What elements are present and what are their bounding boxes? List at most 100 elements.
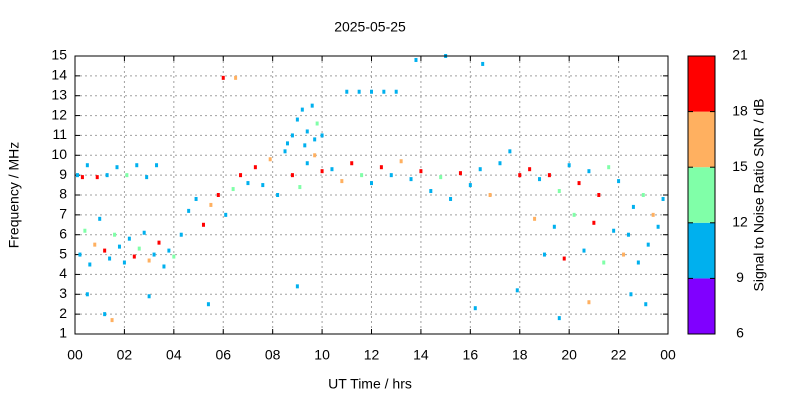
x-tick-label: 04 xyxy=(166,347,182,363)
data-point xyxy=(224,212,228,217)
data-point xyxy=(547,173,551,178)
data-point xyxy=(88,262,92,267)
x-tick-label: 20 xyxy=(561,347,577,363)
data-point xyxy=(340,179,344,184)
data-point xyxy=(379,165,383,170)
data-point xyxy=(641,193,645,197)
data-point xyxy=(300,107,304,112)
data-point xyxy=(162,264,166,269)
data-point xyxy=(122,260,126,265)
y-tick-label: 15 xyxy=(51,47,67,63)
data-point xyxy=(147,294,151,299)
data-point xyxy=(167,248,171,253)
data-point xyxy=(290,173,294,178)
data-point xyxy=(135,163,139,168)
data-point xyxy=(253,165,257,170)
colorbar-tick-label: 9 xyxy=(736,269,744,285)
x-tick-label: 00 xyxy=(660,347,676,363)
y-tick-label: 1 xyxy=(59,325,67,341)
data-point xyxy=(557,189,561,194)
data-point xyxy=(246,181,250,186)
data-point xyxy=(105,173,109,178)
data-point xyxy=(85,163,89,168)
data-point xyxy=(592,220,596,225)
y-tick-label: 7 xyxy=(59,206,67,222)
data-point xyxy=(103,312,107,317)
data-point xyxy=(473,306,477,311)
data-point xyxy=(360,173,364,178)
colorbar-tick-label: 6 xyxy=(736,325,744,341)
data-point xyxy=(157,240,161,245)
data-point xyxy=(458,171,462,176)
colorbar-tick-label: 21 xyxy=(732,47,748,63)
data-point xyxy=(562,256,566,261)
data-point xyxy=(644,302,648,307)
data-point xyxy=(305,161,309,166)
data-point xyxy=(651,212,655,217)
data-point xyxy=(103,248,107,253)
data-point xyxy=(172,254,176,259)
y-tick-label: 10 xyxy=(51,146,67,162)
data-point xyxy=(631,204,635,209)
data-point xyxy=(83,228,87,233)
data-point xyxy=(557,316,561,321)
data-point xyxy=(518,173,522,178)
data-point xyxy=(567,163,571,168)
y-tick-label: 9 xyxy=(59,166,67,182)
data-point xyxy=(142,230,146,235)
data-point xyxy=(612,228,616,233)
data-point xyxy=(310,103,314,108)
data-point xyxy=(626,232,630,237)
data-point xyxy=(234,75,238,80)
data-point xyxy=(95,175,99,180)
data-point xyxy=(370,181,373,186)
y-tick-label: 12 xyxy=(51,106,67,122)
data-point xyxy=(656,224,660,229)
x-tick-label: 02 xyxy=(117,347,133,363)
x-axis-label: UT Time / hrs xyxy=(328,376,412,392)
data-point xyxy=(515,288,519,293)
data-point xyxy=(290,133,294,138)
data-point xyxy=(194,196,198,201)
y-tick-label: 5 xyxy=(59,245,67,261)
data-point xyxy=(179,232,183,237)
data-point xyxy=(276,193,280,197)
data-point xyxy=(147,258,151,263)
data-point xyxy=(449,196,453,201)
data-point xyxy=(108,256,112,261)
colorbar-band xyxy=(688,222,715,279)
data-point xyxy=(320,169,324,174)
data-point xyxy=(587,300,591,305)
data-point xyxy=(75,173,79,178)
data-point xyxy=(117,244,121,249)
data-point xyxy=(419,169,423,174)
data-point xyxy=(78,252,82,257)
data-point xyxy=(80,175,84,180)
data-point xyxy=(93,242,97,247)
x-tick-label: 06 xyxy=(215,347,231,363)
data-point xyxy=(409,177,413,182)
data-point xyxy=(152,252,156,257)
data-point xyxy=(216,193,220,197)
data-point xyxy=(488,193,492,197)
data-point xyxy=(315,121,319,126)
colorbar-band xyxy=(688,111,715,168)
data-point xyxy=(283,149,287,154)
x-tick-label: 16 xyxy=(463,347,479,363)
y-tick-label: 13 xyxy=(51,86,67,102)
data-point xyxy=(125,173,129,178)
data-point xyxy=(155,163,159,168)
y-tick-label: 6 xyxy=(59,225,67,241)
x-tick-label: 10 xyxy=(314,347,330,363)
data-point xyxy=(313,153,317,158)
y-tick-label: 3 xyxy=(59,285,67,301)
data-point xyxy=(221,75,225,80)
colorbar-frame xyxy=(687,55,716,335)
data-point xyxy=(587,169,591,174)
data-point xyxy=(508,149,512,154)
x-tick-label: 08 xyxy=(265,347,281,363)
data-point xyxy=(602,260,606,265)
y-tick-label: 11 xyxy=(52,126,67,142)
data-point xyxy=(528,167,532,172)
data-point xyxy=(629,292,633,297)
